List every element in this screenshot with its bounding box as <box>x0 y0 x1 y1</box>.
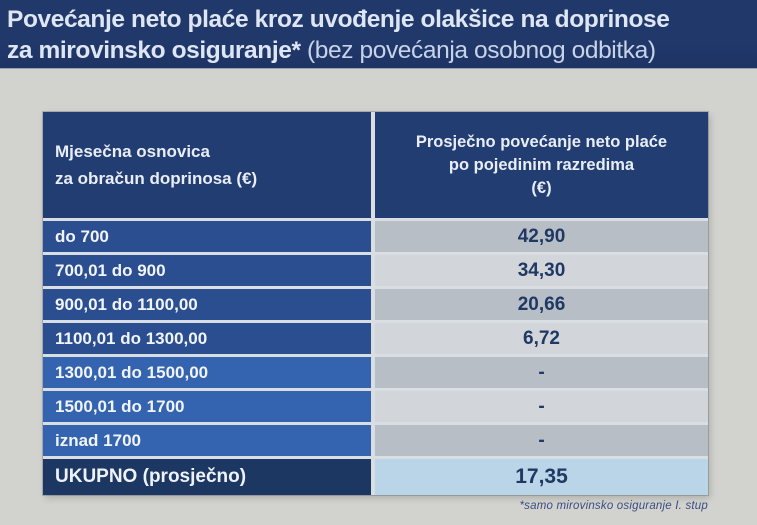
table-row-range: 1500,01 do 1700 <box>43 391 371 422</box>
table-row-value: - <box>375 425 708 456</box>
table-row-range: 1300,01 do 1500,00 <box>43 357 371 388</box>
title-line-2-regular: (bez povećanja osobnog odbitka) <box>300 37 656 64</box>
table-row-range: 900,01 do 1100,00 <box>43 289 371 320</box>
column-header-monthly-base: Mjesečna osnovica za obračun doprinosa (… <box>43 112 371 218</box>
footnote: *samo mirovinsko osiguranje I. stup <box>519 500 708 512</box>
slide-title-bar: Povećanje neto plaće kroz uvođenje olakš… <box>0 0 757 69</box>
column-header-average-increase-line1: Prosječno povećanje neto plaće <box>415 132 668 151</box>
table-row-range: do 700 <box>43 221 371 252</box>
table-row-value: - <box>375 357 708 388</box>
table-row-value: 42,90 <box>375 221 708 252</box>
table-row-value: 20,66 <box>375 289 708 320</box>
column-header-average-increase: Prosječno povećanje neto plaće po pojedi… <box>375 112 708 218</box>
column-header-monthly-base-line1: Mjesečna osnovica <box>55 142 210 161</box>
column-header-average-increase-line2: po pojedinim razredima <box>448 155 635 174</box>
total-row-value: 17,35 <box>375 459 708 495</box>
title-line-1: Povećanje neto plaće kroz uvođenje olakš… <box>7 6 670 33</box>
title-line-2-bold: za mirovinsko osiguranje* <box>7 37 301 64</box>
table-row-range: 700,01 do 900 <box>43 255 371 286</box>
table-row-range: 1100,01 do 1300,00 <box>43 323 371 354</box>
table-row-value: - <box>375 391 708 422</box>
column-header-average-increase-line3: (€) <box>531 178 552 197</box>
table-row-range: iznad 1700 <box>43 425 371 456</box>
table-row-value: 34,30 <box>375 255 708 286</box>
total-row-label: UKUPNO (prosječno) <box>43 459 371 495</box>
contribution-table: Mjesečna osnovica za obračun doprinosa (… <box>43 112 708 495</box>
title-line-2: za mirovinsko osiguranje* (bez povećanja… <box>7 35 751 66</box>
table-row-value: 6,72 <box>375 323 708 354</box>
column-header-monthly-base-line2: za obračun doprinosa (€) <box>55 169 258 188</box>
